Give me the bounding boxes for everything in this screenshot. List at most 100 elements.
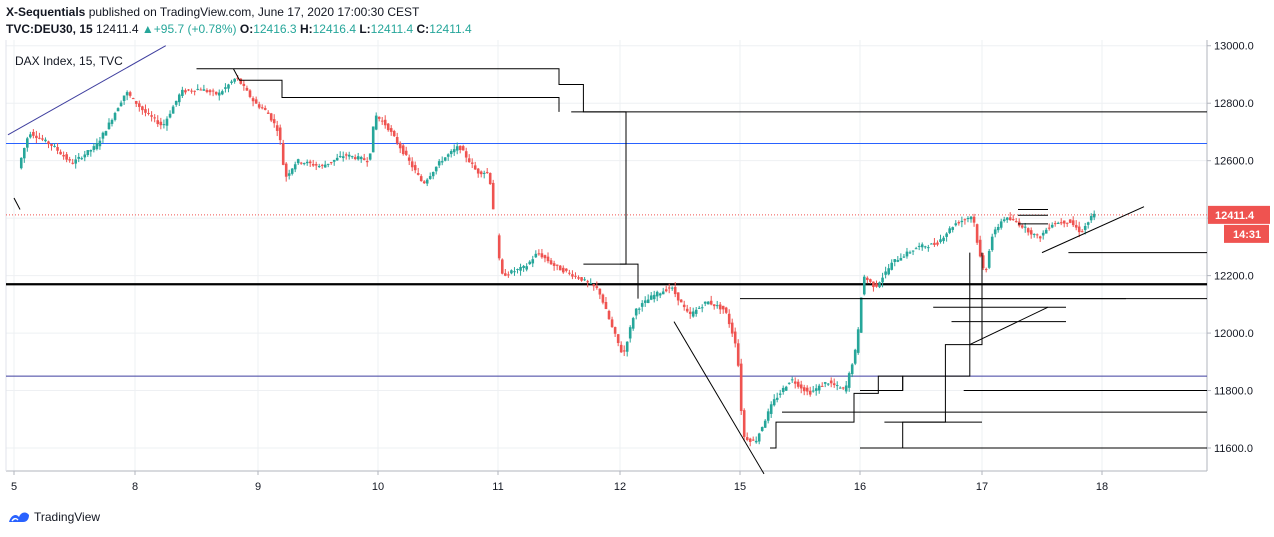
candle-body [748,438,752,442]
trend-line [1041,206,1145,254]
candle-body [422,181,426,184]
candle-body [688,311,692,314]
chart-header: X-Sequentials published on TradingView.c… [6,4,472,38]
candle-body [993,229,997,235]
candle-body [917,245,921,247]
candle-body [214,91,218,95]
candle-body [398,142,402,149]
candle-body [26,138,29,148]
candle-body [908,252,912,254]
candle-body [74,159,78,164]
candle-body [920,244,924,248]
candle-body [811,390,815,392]
candle-body [305,161,309,164]
candle-body [856,329,860,353]
candle-body [619,344,623,353]
candle-body [377,116,381,119]
candle-body [217,92,221,96]
candle-body [685,308,689,312]
candle-body [790,379,794,381]
symbol-label: TVC:DEU30, 15 [6,22,93,36]
y-tick-label: 11800.0 [1214,386,1253,398]
candle-body [35,135,38,139]
candle-body [338,156,342,158]
candle-body [440,161,444,163]
candle-body [368,153,372,160]
candle-body [781,387,785,393]
candle-body [504,273,507,276]
y-tick-label: 12200.0 [1214,271,1254,283]
candle-body [896,260,900,262]
candle-body [488,173,492,185]
candle-body [1086,222,1090,225]
candle-body [960,220,964,223]
candle-body [434,166,438,172]
candle-body [884,271,887,275]
close-label: C: [416,22,430,36]
candle-body [844,385,848,392]
candle-body [549,260,553,265]
candle-body [808,390,812,395]
candle-body [128,92,132,96]
candle-body [335,157,339,161]
last-price-label: 12411.4 [1215,210,1255,222]
trend-line [7,45,166,136]
candle-body [905,251,909,257]
candle-body [658,293,662,296]
candle-body [805,387,809,392]
candle-body [540,253,544,258]
candle-body [999,221,1003,228]
candle-body [878,282,881,288]
candle-body [196,88,200,90]
candle-body [1068,219,1072,223]
candle-body [497,235,501,259]
candle-body [802,387,806,392]
candle-body [1077,226,1081,233]
candle-body [168,113,172,118]
footer-brand[interactable]: TradingView [8,509,100,525]
candle-body [853,349,857,364]
candle-body [715,305,719,307]
candle-body [881,277,884,283]
candle-body [610,319,614,327]
candle-body [68,159,71,161]
candle-body [927,247,930,249]
candle-body [682,304,686,308]
candle-body [601,294,605,303]
candle-body [443,157,447,161]
candle-body [122,95,126,102]
candle-body [969,216,973,220]
candle-body [996,226,1000,231]
author-name[interactable]: X-Sequentials [6,5,86,19]
candle-body [574,275,577,277]
candle-body [850,364,854,375]
candle-body [317,166,321,168]
candle-body [914,248,918,250]
candle-body [89,149,93,152]
candle-body [984,269,988,271]
candle-body [972,216,976,223]
candle-body [221,91,224,95]
candle-body [311,163,315,166]
candle-body [500,259,504,274]
candle-body [190,90,193,92]
candle-body [138,103,141,107]
candle-body [1047,227,1051,229]
candle-body [673,287,677,295]
candle-body [516,269,519,271]
candle-body [371,126,375,153]
candle-body [53,145,56,147]
published-text: published on TradingView.com, June 17, 2… [88,5,420,19]
candle-body [199,89,203,91]
candle-body [332,159,336,162]
high-value: 12416.4 [312,22,356,36]
candle-body [278,127,282,141]
candle-body [1011,219,1015,221]
candle-body [616,334,620,344]
candle-body [1065,222,1069,224]
candle-body [187,89,190,91]
candle-body [344,154,348,156]
candle-body [866,277,869,280]
candle-body [171,106,175,114]
